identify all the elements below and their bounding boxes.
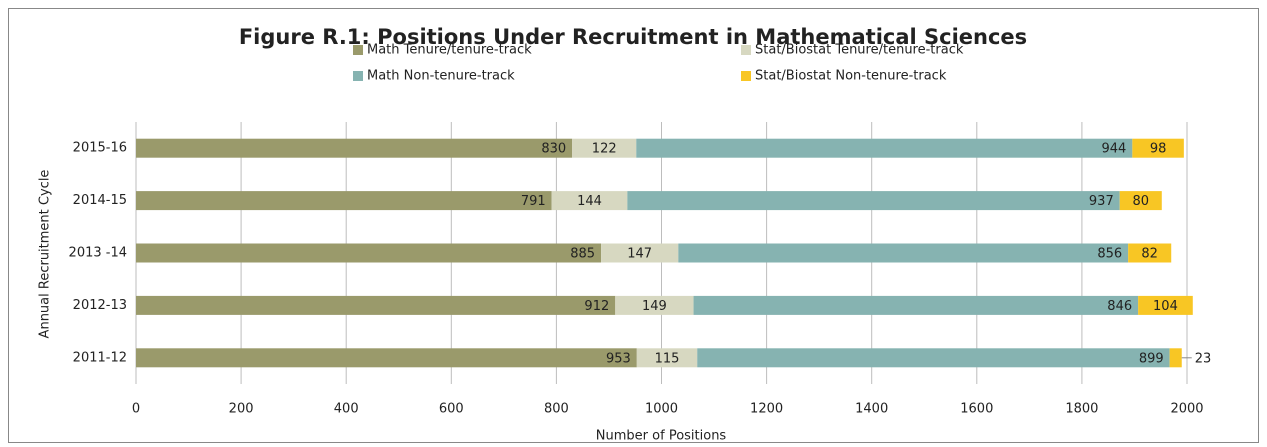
value-label: 856 (1097, 247, 1122, 262)
x-tick-label: 1400 (855, 402, 888, 417)
bar-segment (1138, 295, 1193, 315)
value-label: 115 (655, 351, 680, 366)
value-label: 846 (1107, 299, 1132, 314)
bar-segment (136, 191, 552, 211)
x-tick-label: 400 (334, 402, 359, 417)
value-label: 885 (570, 247, 595, 262)
legend-swatch (353, 71, 363, 81)
bar-segment (627, 191, 1120, 211)
x-tick-label: 200 (229, 402, 254, 417)
value-label: 80 (1132, 194, 1149, 209)
x-tick-label: 600 (439, 402, 464, 417)
value-label: 23 (1195, 351, 1212, 366)
value-label: 791 (521, 194, 546, 209)
bar-segment (136, 138, 573, 158)
value-label: 144 (577, 194, 602, 209)
x-tick-label: 1000 (645, 402, 678, 417)
y-tick-label: 2015-16 (73, 141, 127, 156)
legend-label: Stat/Biostat Non-tenure-track (755, 69, 947, 84)
value-label: 912 (584, 299, 609, 314)
value-label: 937 (1089, 194, 1114, 209)
bar-segment (636, 348, 698, 368)
legend-swatch (741, 45, 751, 55)
bar-segment (551, 191, 628, 211)
bar-segment (1119, 191, 1162, 211)
bar-segment (1169, 348, 1182, 368)
bar-segment (678, 243, 1129, 263)
value-label: 944 (1102, 142, 1127, 157)
x-tick-label: 1600 (960, 402, 993, 417)
value-label: 98 (1150, 142, 1167, 157)
bar-segment (697, 348, 1170, 368)
value-label: 899 (1139, 351, 1164, 366)
value-label: 147 (627, 247, 652, 262)
y-axis-label: Annual Recruitment Cycle (38, 170, 53, 339)
bar-segment (136, 295, 616, 315)
legend-label: Stat/Biostat Tenure/tenure-track (755, 43, 964, 58)
value-label: 953 (606, 351, 631, 366)
bar-segment (1132, 138, 1184, 158)
legend-swatch (741, 71, 751, 81)
bar-segment (636, 138, 1133, 158)
value-label: 104 (1153, 299, 1178, 314)
legend-swatch (353, 45, 363, 55)
legend-label: Math Tenure/tenure-track (367, 43, 532, 58)
value-label: 149 (642, 299, 667, 314)
bar-segment (136, 243, 602, 263)
x-tick-label: 0 (132, 402, 140, 417)
bar-segment (572, 138, 637, 158)
x-tick-label: 1200 (750, 402, 783, 417)
bar-segment (601, 243, 679, 263)
bar-segment (1128, 243, 1172, 263)
x-tick-label: 1800 (1065, 402, 1098, 417)
bar-segment (693, 295, 1139, 315)
x-tick-label: 800 (544, 402, 569, 417)
bar-segment (136, 348, 637, 368)
value-label: 830 (541, 142, 566, 157)
y-tick-label: 2014-15 (73, 193, 127, 208)
value-label: 82 (1141, 247, 1158, 262)
y-tick-label: 2011-12 (73, 350, 127, 365)
y-tick-label: 2012-13 (73, 298, 127, 313)
chart-title: Figure R.1: Positions Under Recruitment … (239, 25, 1027, 49)
bar-segment (615, 295, 694, 315)
x-tick-label: 2000 (1170, 402, 1203, 417)
x-axis-label: Number of Positions (596, 429, 727, 444)
y-tick-label: 2013 -14 (69, 246, 127, 261)
frame (8, 8, 1259, 443)
legend-label: Math Non-tenure-track (367, 69, 515, 84)
value-label: 122 (592, 142, 617, 157)
